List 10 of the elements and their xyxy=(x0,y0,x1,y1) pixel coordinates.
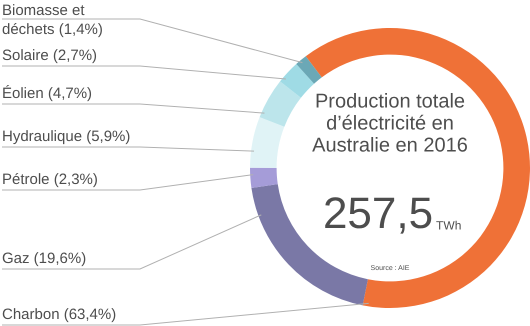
text: TWh xyxy=(436,218,462,232)
slice-label: Biomasse et déchets (1,4%) xyxy=(2,2,103,38)
slice-label: Solaire (2,7%) xyxy=(2,47,98,64)
slice-label: Éolien (4,7%) xyxy=(2,84,92,102)
text: Production totale d’électricité en Australie en 2016 xyxy=(312,90,468,157)
text: 257,5 xyxy=(322,189,434,238)
slice-label: Gaz (19,6%) xyxy=(2,250,86,268)
slice-label: Pétrole (2,3%) xyxy=(2,171,98,188)
slice-label: Charbon (63,4%) xyxy=(2,306,116,324)
slice-label: Hydraulique (5,9%) xyxy=(2,128,130,146)
